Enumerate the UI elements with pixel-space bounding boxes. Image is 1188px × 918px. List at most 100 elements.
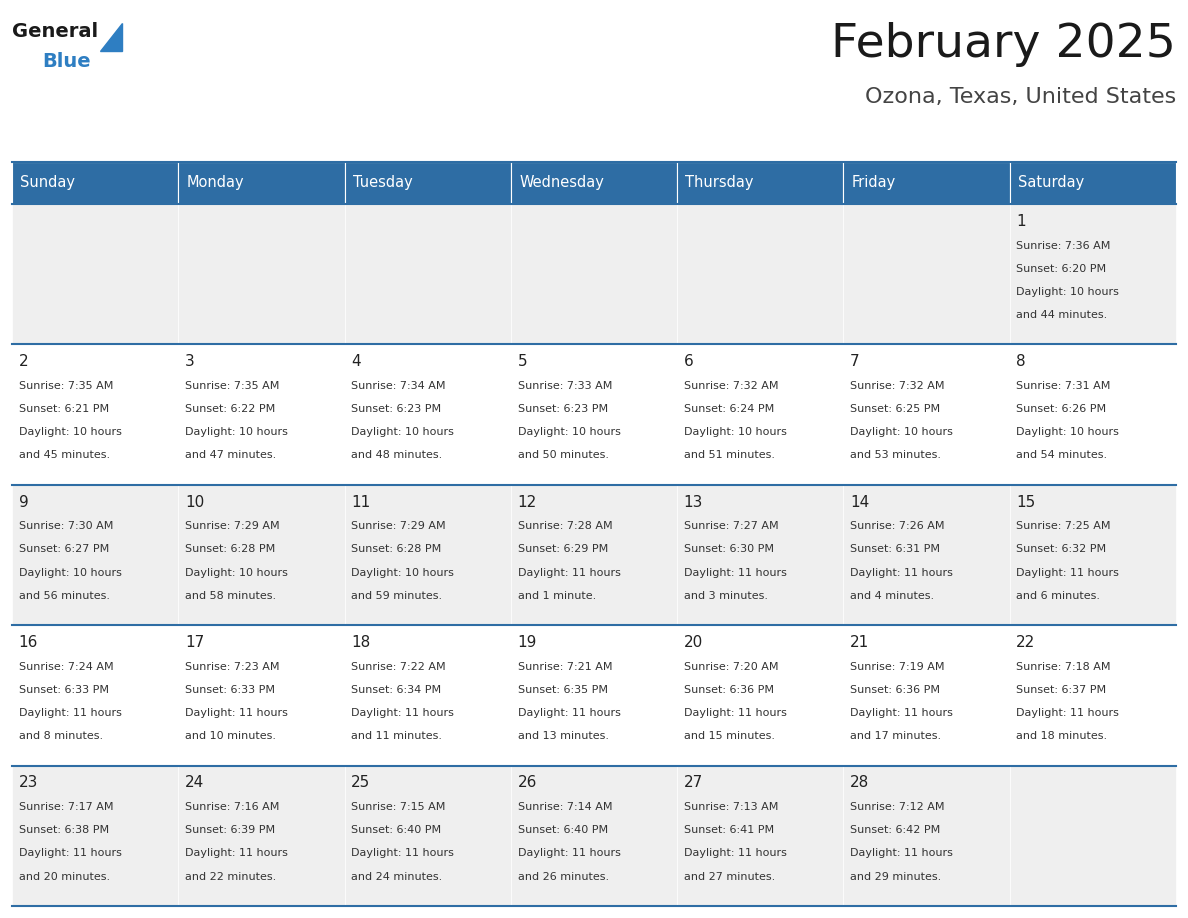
Text: Sunrise: 7:29 AM: Sunrise: 7:29 AM: [185, 521, 279, 532]
Bar: [345, 344, 511, 485]
Bar: [345, 204, 511, 344]
Text: Blue: Blue: [42, 52, 90, 71]
Text: Sunrise: 7:30 AM: Sunrise: 7:30 AM: [19, 521, 113, 532]
Bar: [843, 485, 1010, 625]
Bar: [1010, 625, 1176, 766]
Text: 21: 21: [851, 635, 870, 650]
Text: 19: 19: [518, 635, 537, 650]
Bar: [677, 766, 843, 906]
Text: and 54 minutes.: and 54 minutes.: [1017, 451, 1107, 461]
Text: Sunrise: 7:16 AM: Sunrise: 7:16 AM: [185, 802, 279, 812]
Text: 5: 5: [518, 354, 527, 369]
Text: Sunrise: 7:24 AM: Sunrise: 7:24 AM: [19, 662, 113, 672]
Text: Saturday: Saturday: [1018, 175, 1085, 191]
Text: Sunrise: 7:26 AM: Sunrise: 7:26 AM: [851, 521, 944, 532]
Text: Daylight: 11 hours: Daylight: 11 hours: [851, 567, 953, 577]
Text: 2: 2: [19, 354, 29, 369]
Text: Daylight: 11 hours: Daylight: 11 hours: [352, 708, 454, 718]
Text: Daylight: 10 hours: Daylight: 10 hours: [684, 427, 786, 437]
Text: 6: 6: [684, 354, 694, 369]
Bar: [511, 204, 677, 344]
Bar: [345, 485, 511, 625]
Text: Sunrise: 7:25 AM: Sunrise: 7:25 AM: [1017, 521, 1111, 532]
Text: Sunrise: 7:31 AM: Sunrise: 7:31 AM: [1017, 381, 1111, 391]
Text: and 29 minutes.: and 29 minutes.: [851, 871, 941, 881]
Text: Sunset: 6:37 PM: Sunset: 6:37 PM: [1017, 685, 1106, 695]
Text: Daylight: 11 hours: Daylight: 11 hours: [1017, 567, 1119, 577]
Bar: [345, 162, 511, 204]
Text: Daylight: 10 hours: Daylight: 10 hours: [185, 567, 287, 577]
Text: 13: 13: [684, 495, 703, 509]
Text: and 20 minutes.: and 20 minutes.: [19, 871, 109, 881]
Text: Sunset: 6:28 PM: Sunset: 6:28 PM: [185, 544, 276, 554]
Text: Sunset: 6:33 PM: Sunset: 6:33 PM: [19, 685, 108, 695]
Text: and 11 minutes.: and 11 minutes.: [352, 732, 442, 741]
Text: 11: 11: [352, 495, 371, 509]
Text: Sunset: 6:23 PM: Sunset: 6:23 PM: [352, 404, 442, 414]
Bar: [178, 485, 345, 625]
Text: 24: 24: [185, 776, 204, 790]
Bar: [511, 344, 677, 485]
Text: Daylight: 11 hours: Daylight: 11 hours: [851, 708, 953, 718]
Text: Sunrise: 7:29 AM: Sunrise: 7:29 AM: [352, 521, 446, 532]
Text: Sunrise: 7:32 AM: Sunrise: 7:32 AM: [851, 381, 944, 391]
Text: Sunset: 6:41 PM: Sunset: 6:41 PM: [684, 825, 773, 835]
Text: and 44 minutes.: and 44 minutes.: [1017, 310, 1107, 320]
Text: 17: 17: [185, 635, 204, 650]
Text: February 2025: February 2025: [832, 22, 1176, 67]
Text: Ozona, Texas, United States: Ozona, Texas, United States: [865, 87, 1176, 107]
Text: Daylight: 10 hours: Daylight: 10 hours: [352, 427, 454, 437]
Text: 15: 15: [1017, 495, 1036, 509]
Text: Sunset: 6:36 PM: Sunset: 6:36 PM: [851, 685, 940, 695]
Text: and 59 minutes.: and 59 minutes.: [352, 591, 442, 600]
Text: and 18 minutes.: and 18 minutes.: [1017, 732, 1107, 741]
Text: and 4 minutes.: and 4 minutes.: [851, 591, 934, 600]
Text: Daylight: 11 hours: Daylight: 11 hours: [684, 708, 786, 718]
Text: and 8 minutes.: and 8 minutes.: [19, 732, 103, 741]
Text: 28: 28: [851, 776, 870, 790]
Text: Sunset: 6:40 PM: Sunset: 6:40 PM: [352, 825, 442, 835]
Text: 16: 16: [19, 635, 38, 650]
Text: 25: 25: [352, 776, 371, 790]
Text: Sunrise: 7:14 AM: Sunrise: 7:14 AM: [518, 802, 612, 812]
Text: 10: 10: [185, 495, 204, 509]
Text: Sunset: 6:42 PM: Sunset: 6:42 PM: [851, 825, 941, 835]
Text: Sunrise: 7:22 AM: Sunrise: 7:22 AM: [352, 662, 446, 672]
Bar: [12, 344, 178, 485]
Text: Sunrise: 7:33 AM: Sunrise: 7:33 AM: [518, 381, 612, 391]
Bar: [345, 625, 511, 766]
Text: Friday: Friday: [852, 175, 896, 191]
Text: Daylight: 11 hours: Daylight: 11 hours: [185, 708, 287, 718]
Text: Sunset: 6:31 PM: Sunset: 6:31 PM: [851, 544, 940, 554]
Text: Sunset: 6:35 PM: Sunset: 6:35 PM: [518, 685, 607, 695]
Text: Daylight: 10 hours: Daylight: 10 hours: [19, 427, 121, 437]
Text: 4: 4: [352, 354, 361, 369]
Text: Daylight: 11 hours: Daylight: 11 hours: [518, 848, 620, 858]
Text: and 26 minutes.: and 26 minutes.: [518, 871, 608, 881]
Bar: [677, 204, 843, 344]
Text: Sunset: 6:32 PM: Sunset: 6:32 PM: [1017, 544, 1106, 554]
Text: Tuesday: Tuesday: [353, 175, 412, 191]
Text: Daylight: 11 hours: Daylight: 11 hours: [684, 567, 786, 577]
Text: Sunrise: 7:19 AM: Sunrise: 7:19 AM: [851, 662, 944, 672]
Text: Daylight: 11 hours: Daylight: 11 hours: [19, 708, 121, 718]
Text: Sunrise: 7:36 AM: Sunrise: 7:36 AM: [1017, 241, 1111, 251]
Bar: [178, 204, 345, 344]
Text: and 10 minutes.: and 10 minutes.: [185, 732, 276, 741]
Text: Daylight: 10 hours: Daylight: 10 hours: [851, 427, 953, 437]
Bar: [178, 766, 345, 906]
Text: Monday: Monday: [187, 175, 245, 191]
Text: and 17 minutes.: and 17 minutes.: [851, 732, 941, 741]
Text: Sunrise: 7:35 AM: Sunrise: 7:35 AM: [19, 381, 113, 391]
Text: Sunset: 6:40 PM: Sunset: 6:40 PM: [518, 825, 607, 835]
Text: 12: 12: [518, 495, 537, 509]
Bar: [1010, 766, 1176, 906]
Bar: [511, 162, 677, 204]
Text: Sunday: Sunday: [20, 175, 75, 191]
Bar: [511, 766, 677, 906]
Text: 14: 14: [851, 495, 870, 509]
Text: and 6 minutes.: and 6 minutes.: [1017, 591, 1100, 600]
Bar: [843, 766, 1010, 906]
Text: Sunset: 6:27 PM: Sunset: 6:27 PM: [19, 544, 109, 554]
Bar: [178, 162, 345, 204]
